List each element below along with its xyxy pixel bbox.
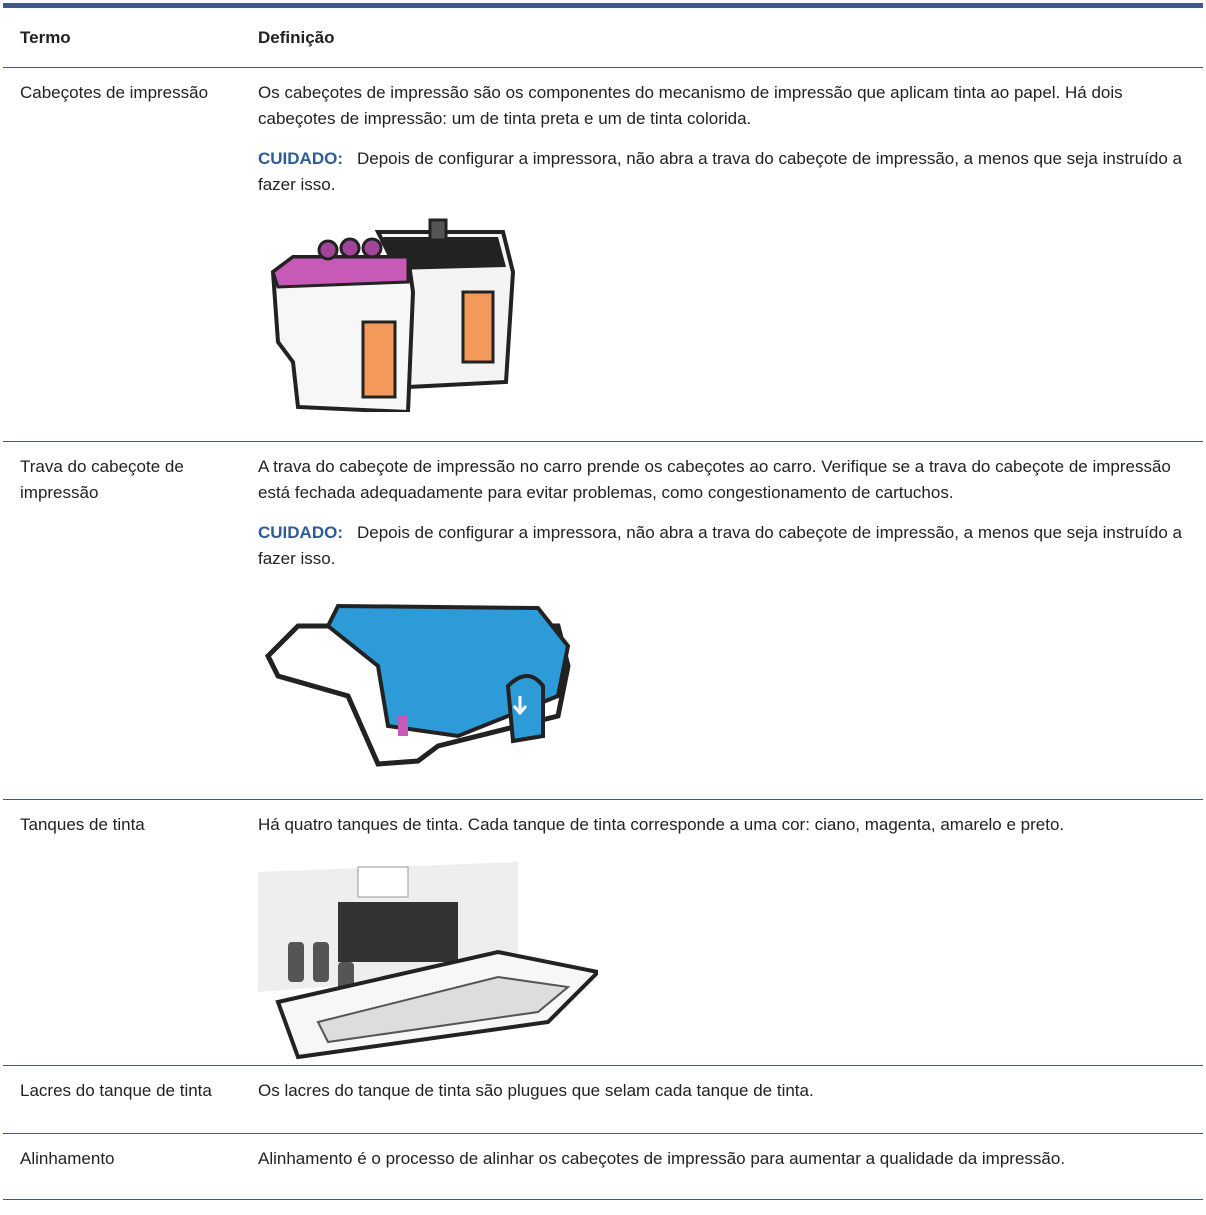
definition: Há quatro tanques de tinta. Cada tanque … (258, 815, 1065, 834)
term-cell: Tanques de tinta (3, 799, 258, 1066)
term: Tanques de tinta (20, 815, 145, 834)
header-row: Termo Definição (3, 5, 1203, 68)
term-cell: Trava do cabeçote de impressão (3, 441, 258, 800)
definition-cell: Os lacres do tanque de tinta são plugues… (258, 1065, 1203, 1134)
row: Cabeçotes de impressão Os cabeçotes de i… (3, 67, 1203, 442)
terms-table: Termo Definição Cabeçotes de impressão O… (3, 3, 1203, 1200)
row: Trava do cabeçote de impressão A trava d… (3, 441, 1203, 800)
document: Termo Definição Cabeçotes de impressão O… (0, 3, 1206, 1215)
definition-cell: A trava do cabeçote de impressão no carr… (258, 441, 1203, 800)
caution-text: Depois de configurar a impressora, não a… (258, 149, 1182, 194)
term: Lacres do tanque de tinta (20, 1081, 212, 1100)
caution-label: CUIDADO: (258, 523, 343, 542)
term: Cabeçotes de impressão (20, 83, 209, 102)
term: Trava do cabeçote de impressão (20, 457, 184, 502)
definition: Os lacres do tanque de tinta são plugues… (258, 1081, 814, 1100)
term: Alinhamento (20, 1149, 115, 1168)
term-cell: Lacres do tanque de tinta (3, 1065, 258, 1134)
term-cell: Alinhamento (3, 1133, 258, 1200)
caution: CUIDADO: Depois de configurar a impressor… (258, 146, 1203, 198)
definition-cell: Há quatro tanques de tinta. Cada tanque … (258, 799, 1203, 1066)
definition: A trava do cabeçote de impressão no carr… (258, 457, 1171, 502)
definition: Os cabeçotes de impressão são os compone… (258, 83, 1123, 128)
definition: Alinhamento é o processo de alinhar os c… (258, 1149, 1066, 1168)
ink-tanks-image (258, 862, 598, 1060)
caution-label: CUIDADO: (258, 149, 343, 168)
definition-cell: Os cabeçotes de impressão são os compone… (258, 67, 1203, 442)
latch-image (264, 603, 571, 767)
row: Tanques de tinta Há quatro tanques de ti… (3, 799, 1203, 1066)
definition-cell: Alinhamento é o processo de alinhar os c… (258, 1133, 1203, 1200)
header-cell: Termo (3, 5, 258, 68)
row: Lacres do tanque de tinta Os lacres do t… (3, 1065, 1203, 1134)
caution: CUIDADO: Depois de configurar a impressor… (258, 520, 1203, 572)
printheads-image (270, 218, 516, 412)
header-cell: Definição (258, 5, 1203, 68)
caution-text: Depois de configurar a impressora, não a… (258, 523, 1182, 568)
term-cell: Cabeçotes de impressão (3, 67, 258, 442)
row: Alinhamento Alinhamento é o processo de … (3, 1133, 1203, 1200)
